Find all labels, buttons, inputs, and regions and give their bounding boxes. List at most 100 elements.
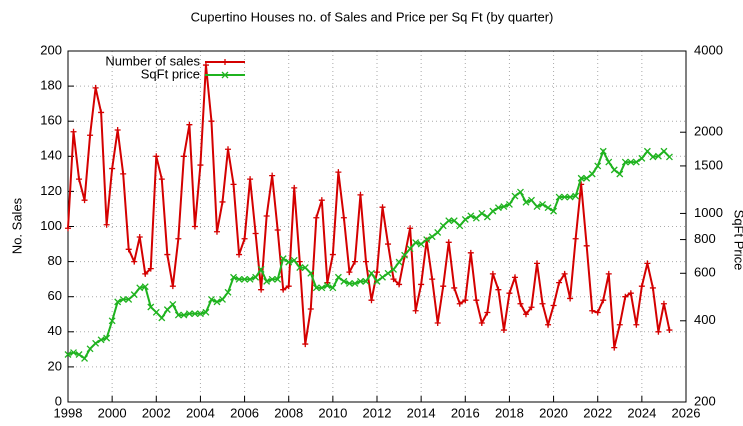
point-marker bbox=[103, 221, 110, 228]
y-tick-label: 40 bbox=[48, 323, 62, 338]
point-marker bbox=[545, 321, 552, 328]
point-marker bbox=[561, 193, 569, 201]
x-tick-label: 2016 bbox=[451, 405, 480, 420]
point-marker bbox=[665, 153, 673, 161]
point-marker bbox=[180, 311, 188, 319]
point-marker bbox=[81, 197, 88, 204]
series-line bbox=[67, 148, 671, 360]
point-marker bbox=[280, 286, 287, 293]
point-marker bbox=[86, 345, 94, 353]
point-marker bbox=[142, 270, 149, 277]
point-marker bbox=[219, 295, 226, 303]
point-marker bbox=[357, 191, 364, 198]
point-marker bbox=[296, 264, 304, 272]
point-marker bbox=[153, 153, 160, 160]
point-marker bbox=[550, 302, 557, 309]
point-marker bbox=[346, 269, 353, 276]
point-marker bbox=[70, 128, 77, 135]
point-marker bbox=[418, 281, 425, 288]
point-marker bbox=[241, 235, 248, 242]
y-tick-label: 100 bbox=[40, 218, 62, 233]
point-marker bbox=[379, 204, 386, 211]
point-marker bbox=[241, 275, 249, 283]
point-marker bbox=[307, 305, 314, 312]
point-marker bbox=[434, 320, 441, 327]
point-marker bbox=[356, 277, 364, 285]
point-marker bbox=[440, 283, 447, 290]
point-marker bbox=[638, 154, 646, 162]
point-marker bbox=[567, 295, 574, 302]
point-marker bbox=[616, 321, 623, 328]
point-marker bbox=[263, 277, 271, 285]
point-marker bbox=[97, 336, 105, 344]
point-marker bbox=[285, 283, 292, 290]
point-marker bbox=[451, 284, 458, 291]
legend-label: Number of sales bbox=[105, 53, 200, 68]
point-marker bbox=[649, 284, 656, 291]
x-tick-label: 2012 bbox=[363, 405, 392, 420]
point-marker bbox=[213, 298, 221, 306]
x-tick-label: 2020 bbox=[539, 405, 568, 420]
point-marker bbox=[627, 158, 635, 166]
point-marker bbox=[412, 307, 419, 314]
point-marker bbox=[517, 300, 524, 307]
point-marker bbox=[169, 283, 176, 290]
point-marker bbox=[517, 188, 524, 196]
point-marker bbox=[323, 282, 331, 290]
point-marker bbox=[125, 246, 132, 253]
point-marker bbox=[594, 162, 602, 170]
point-marker bbox=[136, 234, 143, 241]
chart-title: Cupertino Houses no. of Sales and Price … bbox=[191, 9, 554, 24]
point-marker bbox=[219, 198, 226, 205]
point-marker bbox=[396, 281, 403, 288]
point-marker bbox=[362, 277, 370, 285]
point-marker bbox=[589, 307, 596, 314]
point-marker bbox=[600, 297, 607, 304]
point-marker bbox=[428, 233, 436, 241]
point-marker bbox=[246, 275, 254, 283]
point-marker bbox=[483, 213, 491, 221]
point-marker bbox=[478, 209, 486, 217]
x-tick-label: 2000 bbox=[98, 405, 127, 420]
point-marker bbox=[638, 283, 645, 290]
point-marker bbox=[221, 71, 229, 79]
y-tick-label: 60 bbox=[48, 288, 62, 303]
y2-tick-label: 600 bbox=[694, 265, 716, 280]
y-tick-label: 0 bbox=[55, 393, 62, 408]
point-marker bbox=[114, 126, 121, 133]
y-axis-label: No. Sales bbox=[9, 197, 24, 254]
point-marker bbox=[252, 230, 259, 237]
x-tick-label: 2002 bbox=[142, 405, 171, 420]
point-marker bbox=[644, 260, 651, 267]
x-tick-label: 2008 bbox=[274, 405, 303, 420]
point-marker bbox=[384, 269, 392, 277]
point-marker bbox=[566, 193, 574, 201]
point-marker bbox=[445, 217, 453, 225]
point-marker bbox=[534, 260, 541, 267]
x-tick-label: 1998 bbox=[54, 405, 83, 420]
point-marker bbox=[191, 223, 198, 230]
point-marker bbox=[494, 204, 502, 212]
point-marker bbox=[390, 276, 397, 283]
point-marker bbox=[340, 277, 348, 285]
point-marker bbox=[70, 349, 77, 357]
point-marker bbox=[141, 283, 149, 291]
point-marker bbox=[236, 251, 243, 258]
point-marker bbox=[611, 344, 618, 351]
point-marker bbox=[528, 304, 535, 311]
point-marker bbox=[605, 270, 612, 277]
point-marker bbox=[374, 269, 380, 276]
point-marker bbox=[92, 84, 99, 91]
point-marker bbox=[539, 200, 546, 208]
point-marker bbox=[456, 222, 464, 230]
point-marker bbox=[131, 258, 138, 265]
y-tick-label: 140 bbox=[40, 148, 62, 163]
point-marker bbox=[158, 176, 165, 183]
point-marker bbox=[505, 200, 513, 208]
point-marker bbox=[434, 229, 442, 236]
point-marker bbox=[450, 217, 458, 225]
point-marker bbox=[313, 214, 320, 221]
point-marker bbox=[152, 308, 160, 316]
point-marker bbox=[550, 207, 558, 215]
